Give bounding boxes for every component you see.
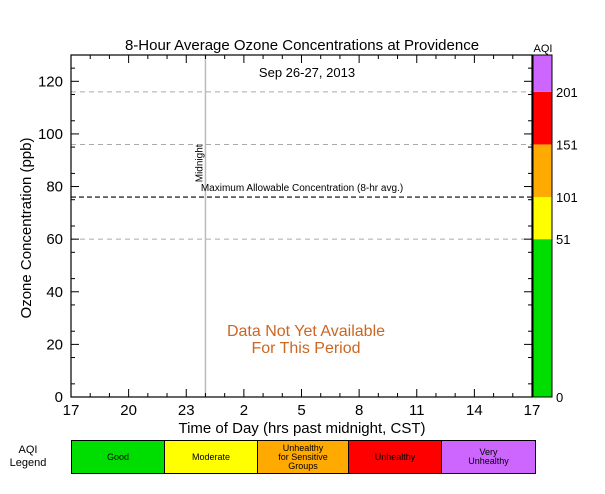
no-data-message: Data Not Yet Available — [227, 323, 385, 340]
no-data-message: For This Period — [251, 340, 360, 357]
y-tick-label: 40 — [46, 284, 63, 301]
y-tick-label: 100 — [38, 126, 63, 143]
chart-subtitle: Sep 26-27, 2013 — [259, 65, 355, 80]
aqi-scale-band — [533, 144, 552, 198]
x-tick-label: 14 — [466, 402, 483, 419]
legend-item-label: Very Unhealthy — [468, 447, 509, 466]
x-tick-label: 23 — [178, 402, 195, 419]
aqi-scale-band — [533, 197, 552, 240]
ozone-chart: 8-Hour Average Ozone Concentrations at P… — [18, 37, 578, 437]
legend-item-label: Good — [106, 451, 130, 462]
max-allowable-label: Maximum Allowable Concentration (8-hr av… — [201, 183, 403, 194]
legend-item-label: Unhealthy for Sensitive Groups — [278, 442, 328, 471]
aqi-legend-title: AQI Legend — [0, 444, 56, 470]
midnight-label: Midnight — [194, 144, 205, 182]
y-tick-label: 80 — [46, 179, 63, 196]
aqi-scale-label: 101 — [556, 190, 578, 205]
x-tick-label: 8 — [355, 402, 363, 419]
x-tick-label: 20 — [120, 402, 137, 419]
y-tick-label: 20 — [46, 336, 63, 353]
x-axis-label: Time of Day (hrs past midnight, CST) — [178, 420, 425, 437]
aqi-scale-frame — [532, 54, 553, 398]
aqi-scale-label: 0 — [556, 390, 563, 405]
legend-item-unhealthy: Unhealthy — [349, 441, 442, 473]
x-tick-label: 17 — [524, 402, 541, 419]
y-tick-label: 60 — [46, 231, 63, 248]
legend-title-line-2: Legend — [9, 457, 47, 469]
legend-item-unhealthy: Unhealthy for Sensitive Groups — [258, 441, 349, 473]
aqi-scale-band — [533, 55, 552, 92]
chart-title: 8-Hour Average Ozone Concentrations at P… — [125, 37, 479, 54]
legend-item-label: Unhealthy — [374, 451, 416, 462]
aqi-scale-band — [533, 239, 552, 397]
aqi-scale-band — [533, 91, 552, 145]
aqi-scale-label: 151 — [556, 137, 578, 152]
aqi-scale-title: AQI — [534, 43, 553, 55]
aqi-scale-label: 51 — [556, 232, 570, 247]
legend-item-label: Moderate — [191, 451, 231, 462]
legend-item-moderate: Moderate — [165, 441, 258, 473]
x-tick-label: 5 — [297, 402, 305, 419]
legend-item-very: Very Unhealthy — [442, 441, 535, 473]
legend-title-line-1: AQI — [18, 444, 38, 456]
legend-item-good: Good — [72, 441, 165, 473]
y-tick-label: 0 — [55, 389, 63, 406]
aqi-scale-label: 201 — [556, 85, 578, 100]
x-tick-label: 2 — [240, 402, 248, 419]
y-tick-label: 120 — [38, 73, 63, 90]
x-tick-label: 11 — [409, 402, 425, 419]
y-axis-label: Ozone Concentration (ppb) — [18, 138, 35, 319]
aqi-legend-bar: Good Moderate Unhealthy for Sensitive Grou… — [71, 440, 536, 474]
x-tick-label: 17 — [63, 402, 80, 419]
